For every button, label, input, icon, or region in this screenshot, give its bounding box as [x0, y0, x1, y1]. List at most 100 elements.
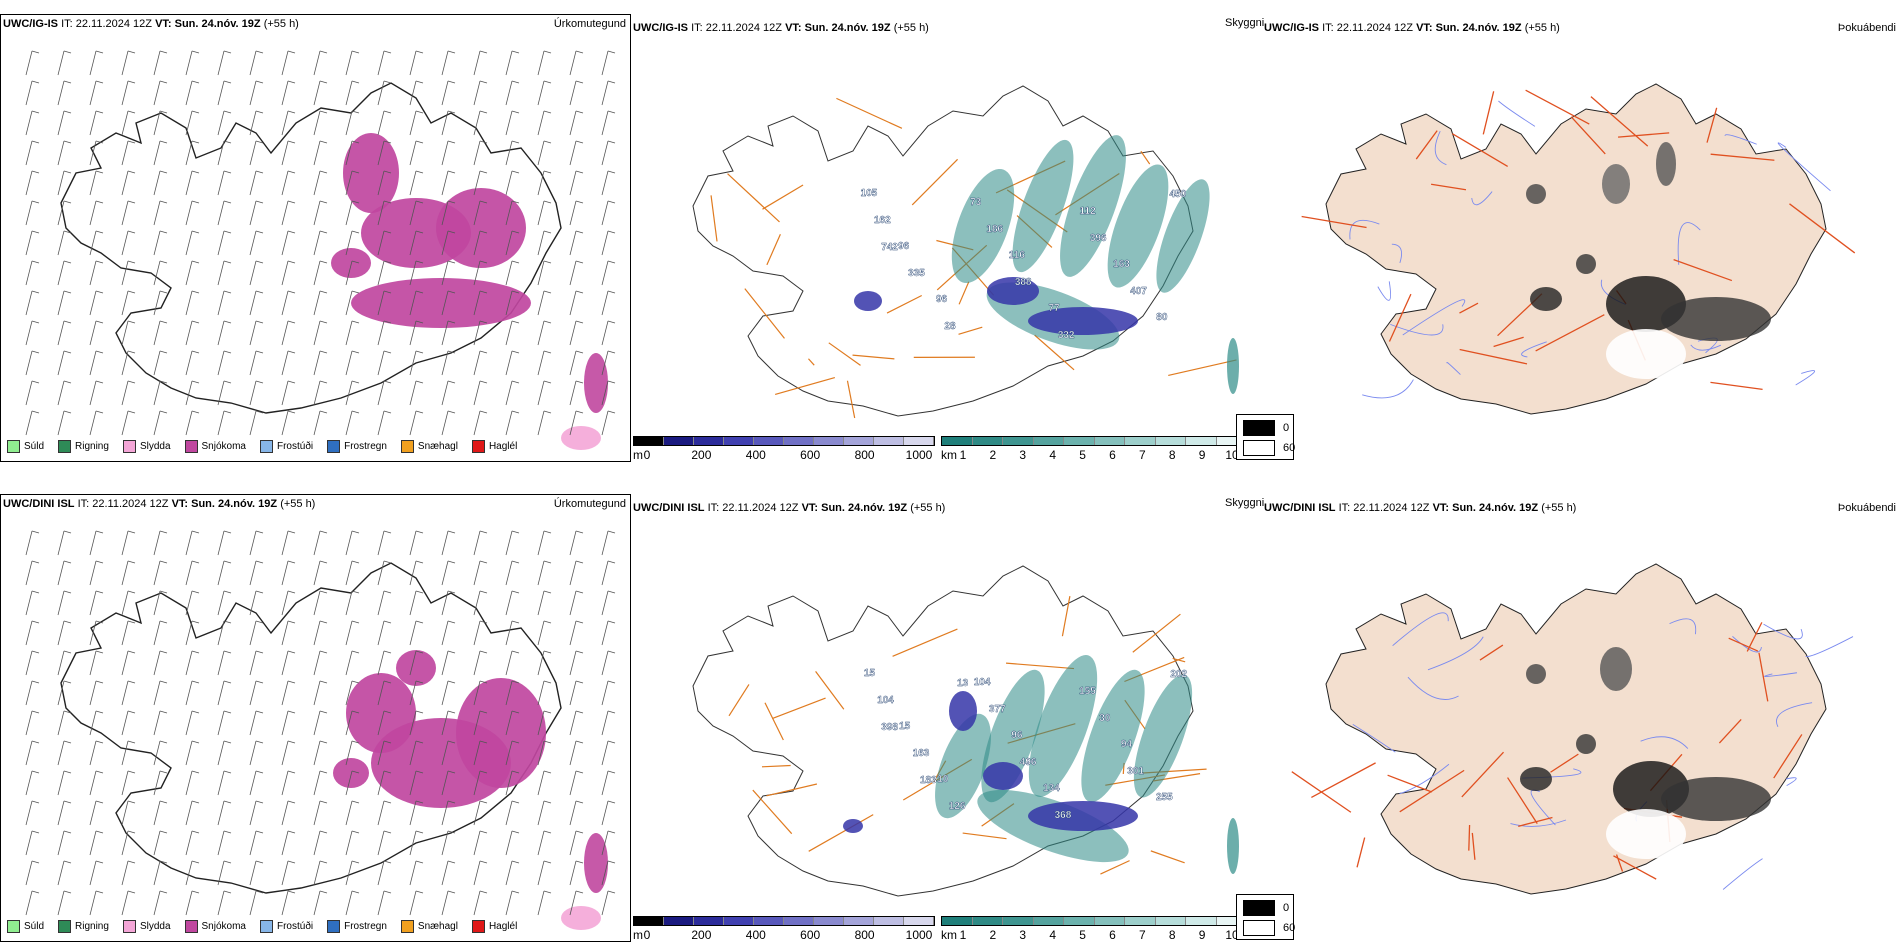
wind-barb [473, 200, 488, 226]
wind-barb [57, 140, 72, 166]
wind-barb [441, 890, 456, 916]
cloud-base-label: 80 [1156, 312, 1168, 323]
road [1459, 302, 1479, 314]
wind-barb [281, 380, 296, 406]
colorbar-bin [724, 437, 754, 445]
wind-barb [121, 410, 136, 436]
wind-barb [537, 770, 552, 796]
road [1728, 637, 1759, 652]
wind-barb [569, 890, 584, 916]
wind-barb [409, 380, 424, 406]
wind-barb [377, 560, 392, 586]
wind-barb [185, 290, 200, 316]
wind-barb [281, 560, 296, 586]
cloud-base-label: 96 [898, 241, 910, 252]
legend-swatch [327, 920, 341, 933]
road [771, 697, 826, 720]
wind-barb [217, 350, 232, 376]
wind-barb [409, 770, 424, 796]
wind-barb [409, 50, 424, 76]
low-cloud-base-area [843, 819, 863, 833]
wind-barb [569, 560, 584, 586]
wind-barb [281, 740, 296, 766]
road [828, 342, 861, 366]
wind-barb [153, 770, 168, 796]
wind-barb [57, 740, 72, 766]
wind-barb [89, 740, 104, 766]
wind-barb [153, 140, 168, 166]
wind-barb [409, 800, 424, 826]
wind-barb [281, 770, 296, 796]
visibility-map-1: 105 96 96 73 116 77 112 163 80 162 335 28 186 388 332 3… [692, 85, 1239, 419]
cloud-base-label: 186 [986, 224, 1003, 235]
wind-barb [57, 590, 72, 616]
wind-barb [473, 740, 488, 766]
fog-swatch-60 [1243, 440, 1275, 456]
wind-barb [409, 110, 424, 136]
wind-barb [153, 110, 168, 136]
colorbar-tick: 4 [1049, 928, 1056, 942]
cloud-base-label: 105 [861, 188, 878, 199]
wind-barb [441, 110, 456, 136]
wind-barb [313, 830, 328, 856]
wind-barb [313, 380, 328, 406]
wind-barb [569, 740, 584, 766]
wind-barb [441, 590, 456, 616]
wind-barb [537, 410, 552, 436]
cloud-base-label: 377 [989, 704, 1006, 715]
road [1468, 824, 1471, 851]
wind-barb [601, 680, 616, 706]
wind-barb [473, 530, 488, 556]
cloud-base-label: 15 [899, 721, 911, 732]
low-cloud-base-area [1028, 801, 1138, 831]
road [1710, 381, 1763, 391]
wind-barb [441, 530, 456, 556]
cloud-base-label: 183 [920, 775, 937, 786]
wind-barb [185, 140, 200, 166]
wind-barb [281, 260, 296, 286]
wind-barb [377, 140, 392, 166]
precip-map-1 [25, 50, 616, 450]
wind-barb [313, 80, 328, 106]
road [1493, 336, 1524, 348]
wind-barb [121, 530, 136, 556]
row-2: UWC/DINI ISL IT: 22.11.2024 12Z VT: Sun.… [0, 480, 1900, 950]
low-cloud-base-area [983, 762, 1023, 790]
wind-barb [249, 740, 264, 766]
wind-barb [569, 860, 584, 886]
wind-barb [377, 290, 392, 316]
wind-barb [57, 680, 72, 706]
wind-barb [153, 830, 168, 856]
wind-barb [601, 800, 616, 826]
wind-barb [25, 710, 40, 736]
wind-barb [25, 410, 40, 436]
fog-title: Þokuábendi [1837, 502, 1896, 514]
river [1669, 618, 1697, 635]
low-visibility-area [1028, 655, 1098, 797]
legend-label: Snjókoma [201, 441, 246, 452]
wind-barb [345, 710, 360, 736]
cloud-base-label: 30 [1099, 713, 1111, 724]
wind-barb [601, 620, 616, 646]
low-visibility-area [935, 713, 991, 819]
river [1407, 676, 1459, 700]
colorbar-tick: 600 [800, 928, 821, 942]
fog-swatch-0 [1243, 420, 1275, 436]
wind-barb [217, 590, 232, 616]
wind-barb [121, 290, 136, 316]
wind-barb [473, 830, 488, 856]
wind-barb [89, 140, 104, 166]
wind-barb [345, 320, 360, 346]
colorbar-tick: 2 [989, 928, 997, 942]
colorbar-tick: 6 [1109, 928, 1116, 942]
cloud-base-label: 396 [1090, 233, 1107, 244]
wind-barb [57, 50, 72, 76]
wind-barb [377, 860, 392, 886]
road [808, 358, 815, 366]
wind-barb [537, 170, 552, 196]
colorbar-bin [972, 437, 1003, 445]
wind-barb [569, 770, 584, 796]
wind-barb [505, 650, 520, 676]
wind-barb [185, 590, 200, 616]
wind-barb [505, 230, 520, 256]
